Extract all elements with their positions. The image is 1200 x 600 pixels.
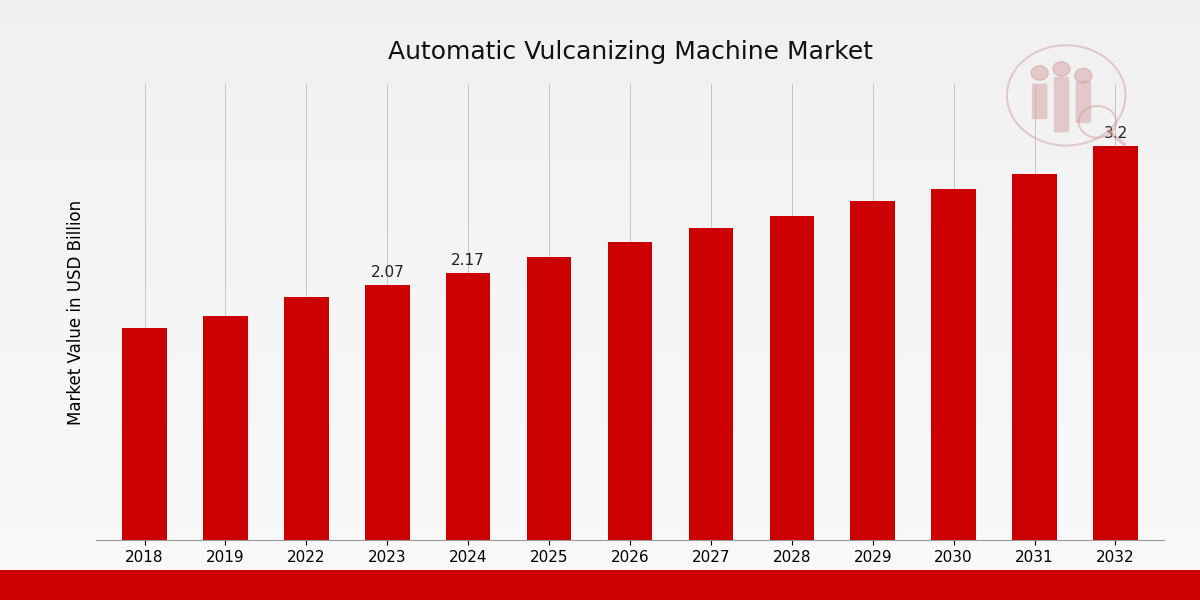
Bar xyxy=(1013,174,1057,540)
Text: 2.07: 2.07 xyxy=(371,265,404,280)
Bar xyxy=(689,228,733,540)
Circle shape xyxy=(1052,62,1070,76)
Bar xyxy=(769,216,814,540)
Text: 3.2: 3.2 xyxy=(1103,125,1128,140)
Bar xyxy=(1093,146,1138,540)
FancyBboxPatch shape xyxy=(1032,83,1048,119)
Circle shape xyxy=(1075,68,1092,83)
Y-axis label: Market Value in USD Billion: Market Value in USD Billion xyxy=(67,199,85,425)
FancyBboxPatch shape xyxy=(1054,77,1069,133)
Text: 2.17: 2.17 xyxy=(451,253,485,268)
Bar xyxy=(203,316,247,540)
Bar xyxy=(527,257,571,540)
Circle shape xyxy=(1031,66,1049,80)
Bar xyxy=(122,328,167,540)
Bar xyxy=(446,272,491,540)
Bar xyxy=(284,297,329,540)
Bar xyxy=(365,285,409,540)
Bar xyxy=(931,189,976,540)
FancyBboxPatch shape xyxy=(1075,81,1091,123)
Bar xyxy=(607,242,653,540)
Title: Automatic Vulcanizing Machine Market: Automatic Vulcanizing Machine Market xyxy=(388,40,872,64)
Bar xyxy=(851,201,895,540)
